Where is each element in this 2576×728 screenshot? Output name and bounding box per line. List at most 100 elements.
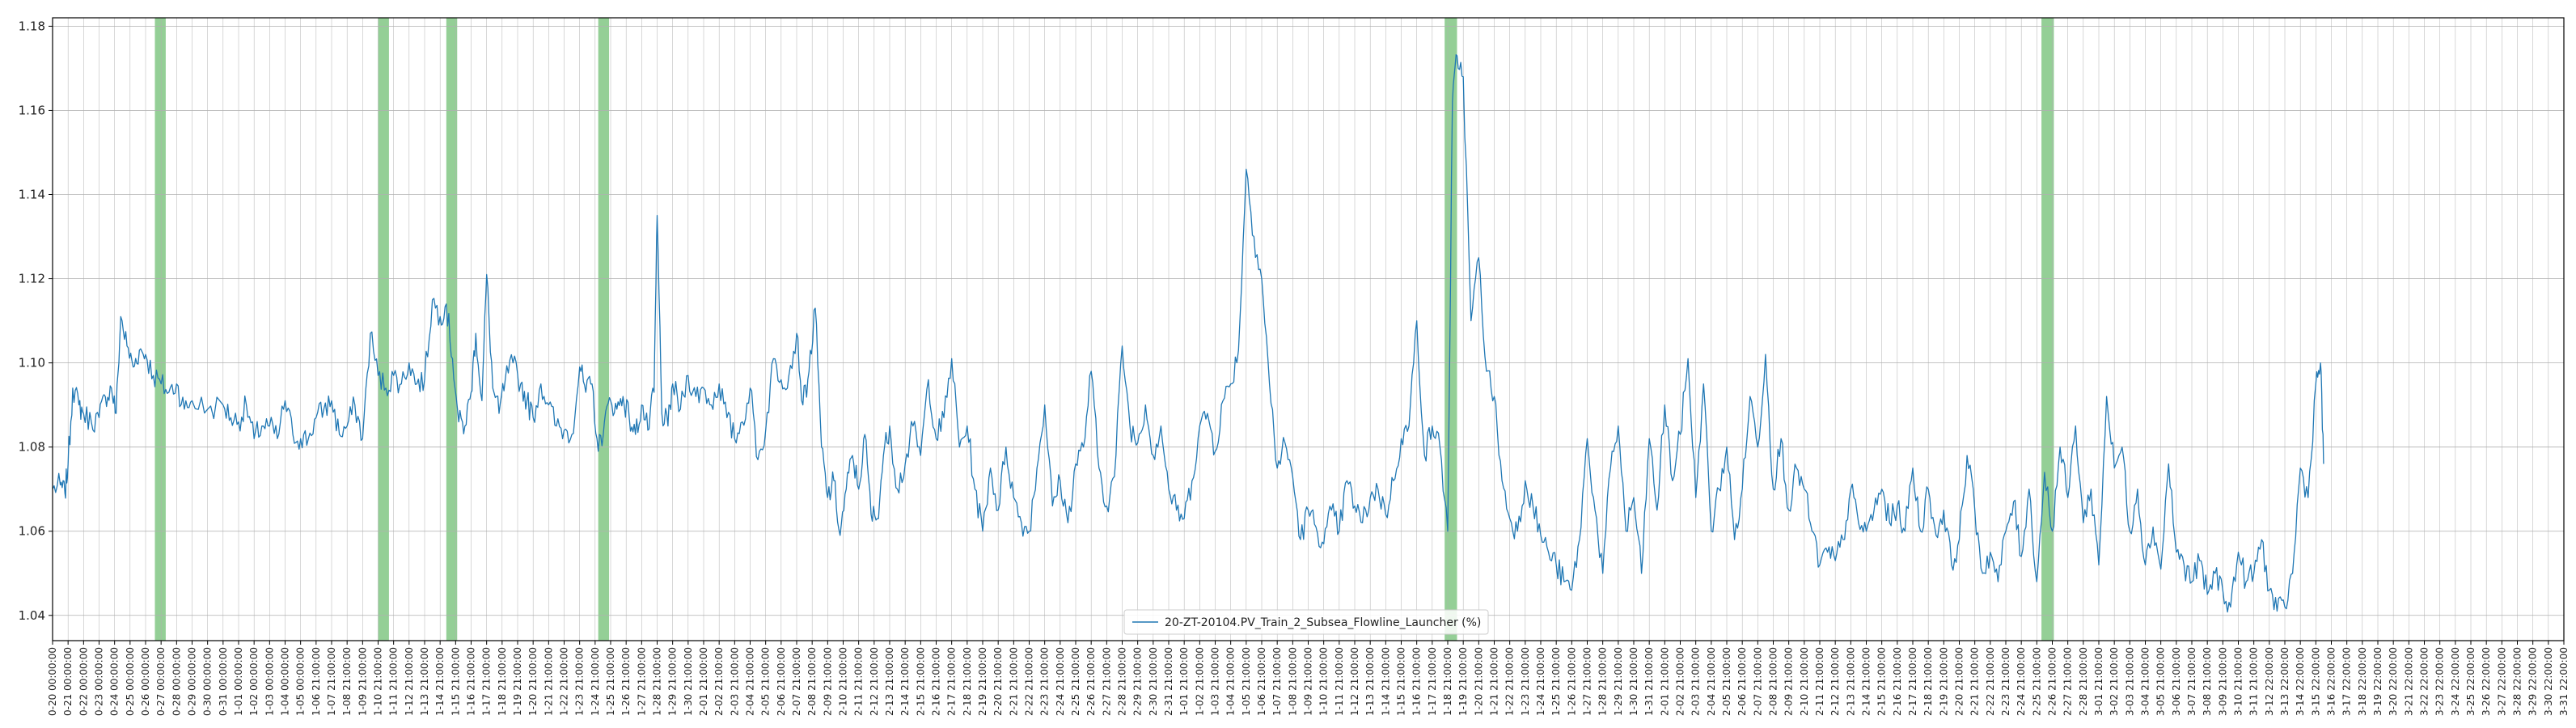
x-tick-label: 3-30 22:00:00 [2543, 647, 2554, 716]
x-tick-label: 0-20 00:00:00 [47, 647, 58, 716]
x-tick-label: 2-27 21:00:00 [2062, 647, 2074, 716]
x-tick-label: 1-20 21:00:00 [527, 647, 539, 716]
x-tick-label: 1-09 21:00:00 [357, 647, 368, 716]
x-tick-label: 1-24 21:00:00 [1535, 647, 1546, 716]
x-tick-label: 1-13 21:00:00 [419, 647, 430, 716]
x-tick-label: 0-21 00:00:00 [62, 647, 74, 716]
x-tick-label: 1-09 21:00:00 [1303, 647, 1314, 716]
x-tick-label: 2-21 21:00:00 [1008, 647, 1019, 716]
x-tick-label: 0-24 00:00:00 [109, 647, 121, 716]
x-tick-label: 3-24 22:00:00 [2450, 647, 2461, 716]
x-tick-label: 3-21 22:00:00 [2403, 647, 2414, 716]
y-tick-label: 1.08 [19, 440, 45, 455]
x-tick-label: 2-22 21:00:00 [1024, 647, 1035, 716]
x-tick-label: 1-14 21:00:00 [1380, 647, 1391, 716]
x-tick-label: 3-26 22:00:00 [2481, 647, 2492, 716]
x-gridlines [52, 18, 2565, 641]
x-tick-label: 1-25 21:00:00 [605, 647, 616, 716]
x-tick-label: 1-23 21:00:00 [1520, 647, 1531, 716]
x-tick-label: 2-24 21:00:00 [1055, 647, 1066, 716]
x-tick-label: 2-15 21:00:00 [915, 647, 926, 716]
shaded-region-2 [446, 18, 458, 641]
x-tick-label: 2-03 21:00:00 [729, 647, 740, 716]
x-tick-label: 3-29 22:00:00 [2527, 647, 2539, 716]
x-tick-label: 1-27 21:00:00 [636, 647, 647, 716]
x-tick-label: 1-01 00:00:00 [233, 647, 244, 716]
x-axis-ticks: 0-20 00:00:00 0-21 00:00:00 0-22 00:00:00 0… [47, 641, 2570, 716]
x-tick-label: 1-01 21:00:00 [1178, 647, 1190, 716]
x-tick-label: 2-20 21:00:00 [992, 647, 1004, 716]
series-layer [52, 53, 2324, 613]
x-tick-label: 0-31 00:00:00 [218, 647, 229, 716]
x-tick-label: 3-04 21:00:00 [2140, 647, 2151, 716]
x-tick-label: 2-30 21:00:00 [1148, 647, 1159, 716]
legend: 20-ZT-20104.PV_Train_2_Subsea_Flowline_L… [1123, 609, 1489, 635]
x-tick-label: 1-29 21:00:00 [1613, 647, 1624, 716]
x-tick-label: 2-09 21:00:00 [1783, 647, 1795, 716]
shaded-region-1 [378, 18, 389, 641]
x-tick-label: 1-10 21:00:00 [1318, 647, 1330, 716]
x-tick-label: 1-31 21:00:00 [1643, 647, 1655, 716]
x-tick-label: 1-08 21:00:00 [1287, 647, 1298, 716]
x-tick-label: 2-11 21:00:00 [853, 647, 865, 716]
x-tick-label: 2-01 21:00:00 [698, 647, 709, 716]
x-tick-label: 1-25 21:00:00 [1550, 647, 1562, 716]
x-tick-label: 1-05 00:00:00 [295, 647, 307, 716]
x-tick-label: 1-19 21:00:00 [512, 647, 523, 716]
x-tick-label: 3-08 21:00:00 [2202, 647, 2213, 716]
x-tick-label: 2-03 21:00:00 [1690, 647, 1702, 716]
x-tick-label: 2-28 21:00:00 [2078, 647, 2089, 716]
x-tick-label: 2-01 21:00:00 [1659, 647, 1670, 716]
x-tick-label: 2-19 21:00:00 [1938, 647, 1949, 716]
x-tick-label: 3-07 21:00:00 [2186, 647, 2197, 716]
x-tick-label: 1-06 21:00:00 [311, 647, 322, 716]
x-tick-label: 1-14 21:00:00 [434, 647, 446, 716]
x-tick-label: 1-24 21:00:00 [590, 647, 601, 716]
x-tick-label: 2-07 21:00:00 [791, 647, 802, 716]
x-tick-label: 0-23 00:00:00 [94, 647, 105, 716]
shaded-region-4 [1445, 18, 1457, 641]
x-tick-label: 1-22 21:00:00 [559, 647, 570, 716]
x-tick-label: 3-05 21:00:00 [2155, 647, 2167, 716]
x-tick-label: 1-10 21:00:00 [373, 647, 384, 716]
x-tick-label: 2-28 21:00:00 [1117, 647, 1128, 716]
y-tick-label: 1.18 [19, 19, 45, 33]
x-tick-label: 1-30 21:00:00 [683, 647, 694, 716]
x-tick-label: 2-24 21:00:00 [2016, 647, 2027, 716]
x-tick-label: 2-05 21:00:00 [760, 647, 772, 716]
x-tick-label: 2-02 21:00:00 [713, 647, 725, 716]
x-tick-label: 2-29 21:00:00 [1132, 647, 1144, 716]
y-tick-label: 1.14 [19, 188, 45, 202]
x-tick-label: 2-10 21:00:00 [1799, 647, 1810, 716]
x-tick-label: 2-22 21:00:00 [1985, 647, 1996, 716]
x-tick-label: 3-16 22:00:00 [2326, 647, 2337, 716]
series-line [52, 53, 2324, 613]
x-tick-label: 0-22 00:00:00 [78, 647, 89, 716]
x-tick-label: 1-04 21:00:00 [1225, 647, 1237, 716]
x-tick-label: 2-26 21:00:00 [1085, 647, 1097, 716]
y-tick-label: 1.10 [19, 356, 45, 370]
x-tick-label: 1-15 21:00:00 [450, 647, 461, 716]
x-tick-label: 3-13 22:00:00 [2279, 647, 2290, 716]
x-tick-label: 0-30 00:00:00 [202, 647, 214, 716]
x-tick-label: 2-19 21:00:00 [977, 647, 988, 716]
x-tick-label: 1-17 21:00:00 [481, 647, 493, 716]
x-tick-label: 1-12 21:00:00 [404, 647, 415, 716]
x-tick-label: 1-19 21:00:00 [1457, 647, 1469, 716]
x-tick-label: 1-04 00:00:00 [280, 647, 291, 716]
x-tick-label: 2-02 21:00:00 [1675, 647, 1686, 716]
x-tick-label: 2-25 21:00:00 [1070, 647, 1081, 716]
legend-label: 20-ZT-20104.PV_Train_2_Subsea_Flowline_L… [1165, 616, 1481, 629]
x-tick-label: 2-18 21:00:00 [962, 647, 973, 716]
x-tick-label: 2-12 21:00:00 [869, 647, 880, 716]
x-tick-label: 1-29 21:00:00 [667, 647, 679, 716]
shaded-region-5 [2041, 18, 2054, 641]
x-tick-label: 3-11 21:00:00 [2248, 647, 2260, 716]
x-tick-label: 2-05 21:00:00 [1721, 647, 1732, 716]
x-tick-label: 2-06 21:00:00 [1736, 647, 1748, 716]
shaded-region-3 [598, 18, 610, 641]
x-tick-label: 1-02 21:00:00 [1194, 647, 1205, 716]
x-tick-label: 0-27 00:00:00 [155, 647, 167, 716]
x-tick-label: 0-28 00:00:00 [171, 647, 182, 716]
